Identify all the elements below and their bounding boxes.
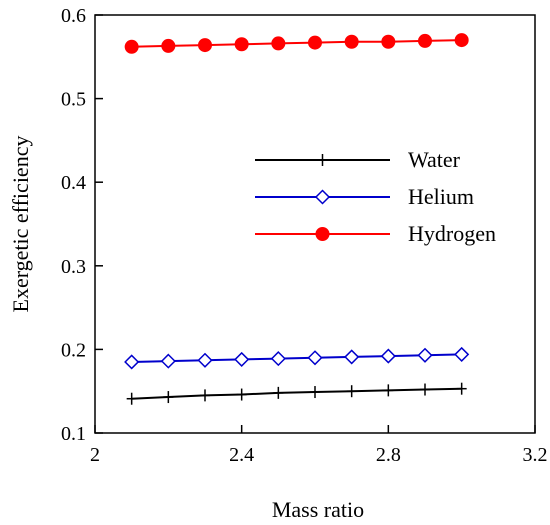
legend-marker-helium [314,189,331,205]
x-axis-ticks: 2 2.4 2.8 3.2 [90,425,548,466]
series-helium [124,346,470,370]
data-point-helium-2 [197,352,213,368]
data-point-helium-5 [307,350,323,366]
legend-label-hydrogen: Hydrogen [408,221,496,246]
y-axis-ticks: 0.1 0.2 0.3 0.4 0.5 0.6 [61,5,103,445]
data-point-water-0 [126,392,137,405]
x-tick-label-3: 3.2 [523,444,548,466]
data-point-hydrogen-5 [308,35,322,50]
data-point-helium-3 [234,351,250,367]
data-point-water-1 [163,391,174,404]
x-tick-label-1: 2.4 [229,444,254,466]
data-point-helium-9 [454,346,470,362]
data-point-water-4 [273,386,284,399]
legend: Water Helium Hydrogen [255,147,496,246]
y-tick-label-0: 0.1 [61,423,86,445]
data-point-hydrogen-3 [234,37,249,52]
legend-entry-helium: Helium [255,184,474,209]
x-axis-label: Mass ratio [272,497,364,522]
data-point-hydrogen-0 [124,39,139,54]
data-point-water-6 [346,385,357,398]
y-tick-label-4: 0.5 [61,89,86,111]
data-point-helium-0 [124,354,140,370]
data-point-helium-6 [344,349,360,365]
legend-marker-hydrogen [315,227,330,241]
legend-label-helium: Helium [408,184,474,209]
series-line-helium [131,353,462,363]
x-tick-label-2: 2.8 [376,444,401,466]
data-point-helium-1 [160,353,176,369]
y-tick-label-5: 0.6 [61,5,86,27]
data-point-hydrogen-1 [161,38,176,53]
series-water [126,382,467,405]
data-point-water-8 [420,383,430,396]
series-hydrogen [124,33,469,54]
y-axis-label: Exergetic efficiency [8,136,33,313]
legend-entry-hydrogen: Hydrogen [255,221,496,246]
data-point-hydrogen-8 [418,33,432,48]
data-point-helium-7 [380,348,396,364]
data-point-hydrogen-9 [454,33,469,48]
data-point-water-5 [310,386,320,399]
y-tick-label-1: 0.2 [61,339,86,361]
series-line-hydrogen [131,39,462,48]
series-line-water [131,387,462,400]
y-tick-label-3: 0.4 [61,172,86,194]
data-point-water-2 [200,389,210,402]
legend-label-water: Water [408,147,461,172]
data-point-helium-4 [270,351,286,367]
plot-frame [94,14,536,434]
data-point-hydrogen-6 [344,34,359,49]
data-point-hydrogen-4 [271,36,286,51]
data-point-water-9 [456,382,467,395]
x-tick-label-0: 2 [90,444,100,466]
data-point-helium-8 [417,347,433,363]
data-point-water-3 [236,388,247,401]
y-tick-label-2: 0.3 [61,256,86,278]
data-point-hydrogen-2 [198,38,212,53]
legend-entry-water: Water [255,147,461,172]
data-point-hydrogen-7 [381,34,396,49]
legend-marker-water [317,154,328,166]
series-layer [124,33,470,405]
data-point-water-7 [383,384,394,397]
